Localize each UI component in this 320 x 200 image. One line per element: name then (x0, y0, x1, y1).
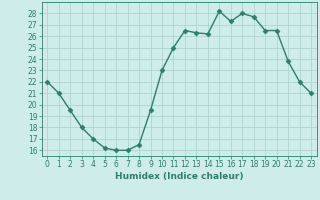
X-axis label: Humidex (Indice chaleur): Humidex (Indice chaleur) (115, 172, 244, 181)
